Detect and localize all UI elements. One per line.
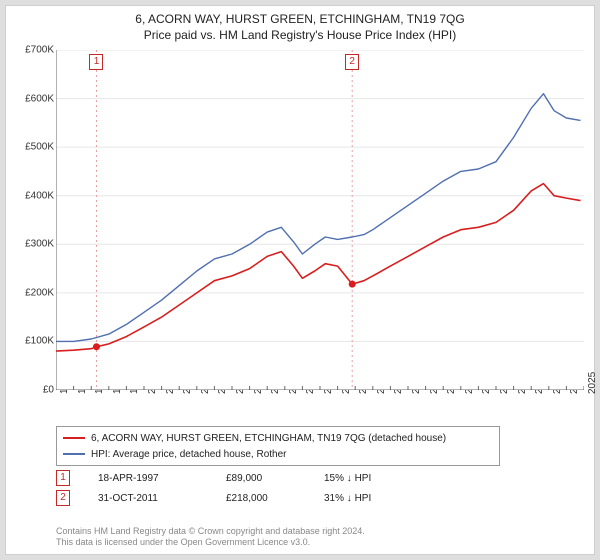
footnote: Contains HM Land Registry data © Crown c… [56, 526, 576, 549]
sale-price: £218,000 [226, 493, 296, 504]
footnote-line-1: Contains HM Land Registry data © Crown c… [56, 526, 365, 536]
sale-delta: 15% ↓ HPI [324, 473, 414, 484]
y-axis-label: £300K [25, 239, 54, 250]
legend-swatch-blue [63, 453, 85, 455]
y-axis-label: £0 [43, 385, 54, 396]
x-axis-label: 2025 [587, 372, 598, 394]
chart-title: 6, ACORN WAY, HURST GREEN, ETCHINGHAM, T… [6, 12, 594, 26]
sale-marker-2: 2 [345, 54, 359, 70]
chart-subtitle: Price paid vs. HM Land Registry's House … [6, 28, 594, 42]
legend-row-price-paid: 6, ACORN WAY, HURST GREEN, ETCHINGHAM, T… [63, 430, 493, 446]
y-axis-label: £200K [25, 287, 54, 298]
sale-delta: 31% ↓ HPI [324, 493, 414, 504]
legend-swatch-red [63, 437, 85, 439]
sale-marker-1: 1 [89, 54, 103, 70]
sale-row-marker: 2 [56, 490, 70, 506]
sale-row: 1 18-APR-1997 £89,000 15% ↓ HPI [56, 468, 556, 488]
y-axis-label: £100K [25, 336, 54, 347]
footnote-line-2: This data is licensed under the Open Gov… [56, 537, 310, 547]
line-chart-svg [56, 50, 584, 390]
sale-price: £89,000 [226, 473, 296, 484]
sale-date: 18-APR-1997 [98, 473, 198, 484]
legend-box: 6, ACORN WAY, HURST GREEN, ETCHINGHAM, T… [56, 426, 500, 466]
y-axis-label: £700K [25, 45, 54, 56]
sales-table: 1 18-APR-1997 £89,000 15% ↓ HPI 2 31-OCT-2011… [56, 468, 556, 508]
sale-date: 31-OCT-2011 [98, 493, 198, 504]
y-axis-label: £400K [25, 190, 54, 201]
y-axis-label: £600K [25, 93, 54, 104]
legend-row-hpi: HPI: Average price, detached house, Roth… [63, 446, 493, 462]
sale-row: 2 31-OCT-2011 £218,000 31% ↓ HPI [56, 488, 556, 508]
chart-card: 6, ACORN WAY, HURST GREEN, ETCHINGHAM, T… [5, 5, 595, 555]
plot-area [56, 50, 584, 390]
y-axis-label: £500K [25, 142, 54, 153]
legend-label-price-paid: 6, ACORN WAY, HURST GREEN, ETCHINGHAM, T… [91, 433, 446, 444]
sale-row-marker: 1 [56, 470, 70, 486]
legend-label-hpi: HPI: Average price, detached house, Roth… [91, 449, 287, 460]
